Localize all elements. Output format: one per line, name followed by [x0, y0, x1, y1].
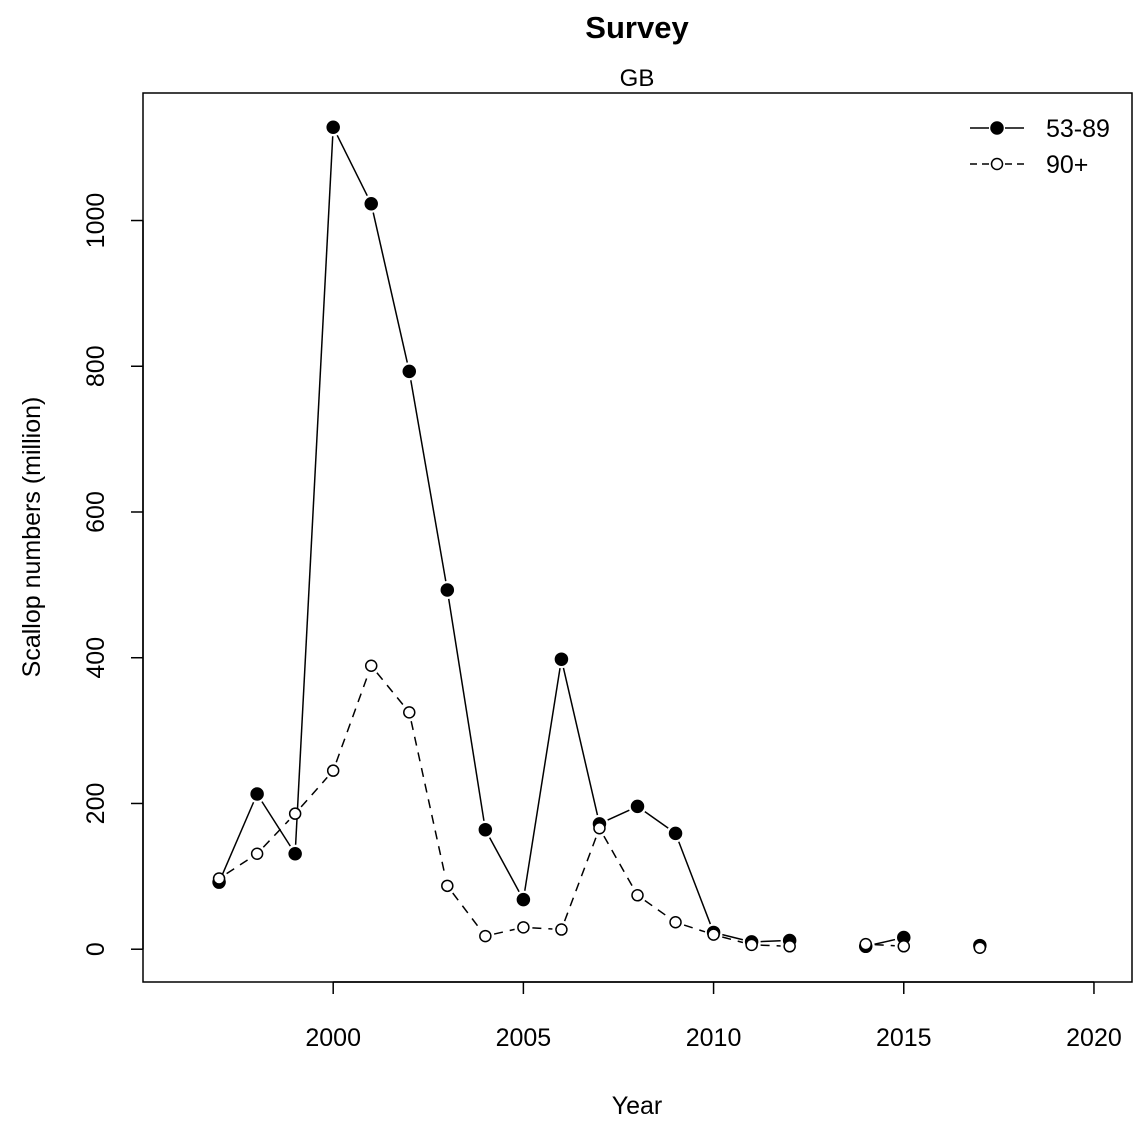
series-53-89-point: [516, 892, 531, 907]
x-tick-label: 2000: [305, 1024, 361, 1052]
series-90+-point: [250, 847, 264, 861]
y-tick-label: 400: [82, 637, 110, 679]
legend-label: 53-89: [1046, 115, 1110, 143]
series-53-89-point: [364, 197, 378, 211]
series-53-89-line-segment: [447, 598, 485, 821]
series-90+-line-segment: [563, 836, 597, 922]
series-90+-point: [517, 921, 530, 934]
series-90+-line-segment: [300, 776, 328, 808]
chart-subtitle: GB: [620, 65, 655, 92]
legend-marker: [990, 157, 1004, 171]
series-53-89-line-segment: [562, 667, 599, 816]
series-53-89-point: [630, 799, 645, 814]
series-53-89-point: [250, 787, 264, 801]
series-90+-point: [364, 659, 378, 672]
series-53-89-line-segment: [678, 841, 712, 925]
series-53-89-point: [402, 364, 417, 379]
series-53-89-line-segment: [294, 136, 334, 845]
series-53-89-line-segment: [607, 809, 630, 821]
series-90+-line-segment: [376, 672, 405, 706]
y-axis-title: Scallop numbers (million): [18, 397, 46, 678]
legend-label: 90+: [1046, 151, 1088, 179]
series-53-89-line-segment: [372, 212, 409, 363]
series-90+-point: [745, 938, 758, 952]
series-90+: [212, 659, 987, 955]
series-90+-point: [631, 889, 644, 902]
series-53-89-line-segment: [261, 801, 291, 847]
series-90+-line-segment: [452, 892, 481, 930]
series-90+-point: [555, 923, 568, 936]
series-90+-line-segment: [335, 673, 369, 763]
series-90+-line-segment: [410, 721, 447, 878]
series-90+-line-segment: [722, 936, 744, 944]
x-tick-label: 2005: [496, 1024, 552, 1052]
series-90+-point: [669, 915, 682, 929]
series-90+-point: [479, 929, 492, 943]
series-90+-line-segment: [760, 944, 781, 947]
series-90+-line-segment: [874, 943, 895, 947]
y-tick-label: 600: [82, 491, 110, 533]
series-53-89-line-segment: [524, 667, 561, 891]
series-90+-point: [707, 928, 720, 941]
series-90+-point: [403, 706, 416, 719]
series-90+-line-segment: [683, 924, 706, 933]
series-90+-line-segment: [644, 899, 669, 918]
series-90+-point: [859, 937, 872, 951]
series-90+-point: [593, 821, 606, 835]
series-53-89-line-segment: [760, 940, 781, 943]
x-axis-title: Year: [612, 1092, 663, 1120]
legend-marker: [990, 121, 1004, 135]
x-tick-label: 2020: [1066, 1024, 1122, 1052]
y-tick-label: 800: [82, 345, 110, 387]
y-tick-label: 0: [82, 942, 110, 956]
series-53-89-line-segment: [644, 810, 669, 829]
series-90+-line-segment: [226, 858, 250, 875]
series-90+-line-segment: [493, 928, 515, 935]
series-53-89-point: [554, 652, 569, 666]
y-axis: 0 200 400 600 800 1000: [82, 193, 144, 956]
series-53-89-line-segment: [336, 134, 368, 197]
series-90+-line-segment: [262, 819, 290, 848]
series-layer: [212, 120, 987, 955]
series-90+-point: [441, 879, 454, 893]
series-53-89-line-segment: [488, 837, 520, 893]
series-53-89-point: [288, 847, 302, 861]
series-53-89-point: [668, 826, 683, 841]
series-90+-point: [973, 941, 987, 955]
y-tick-label: 200: [82, 783, 110, 825]
series-53-89-line-segment: [874, 938, 896, 946]
series-90+-point: [326, 764, 340, 777]
series-90+-line-segment: [603, 835, 634, 888]
x-tick-label: 2010: [686, 1024, 742, 1052]
series-90+-point: [897, 940, 911, 953]
series-53-89-point: [326, 120, 340, 134]
x-axis: 2000 2005 2010 2015 2020: [305, 981, 1122, 1052]
series-90+-line-segment: [532, 927, 553, 930]
legend: 53-89 90+: [970, 115, 1110, 179]
series-53-89-point: [440, 583, 455, 597]
series-53-89-line-segment: [221, 801, 255, 875]
series-90+-point: [783, 940, 796, 953]
series-90+-point: [288, 807, 302, 820]
x-tick-label: 2015: [876, 1024, 932, 1052]
series-53-89-line-segment: [722, 933, 744, 941]
y-tick-label: 1000: [82, 193, 110, 249]
series-53-89-point: [478, 822, 493, 837]
chart-title: Survey: [585, 10, 689, 45]
series-90+-point: [212, 872, 226, 885]
series-53-89-line-segment: [410, 380, 447, 582]
